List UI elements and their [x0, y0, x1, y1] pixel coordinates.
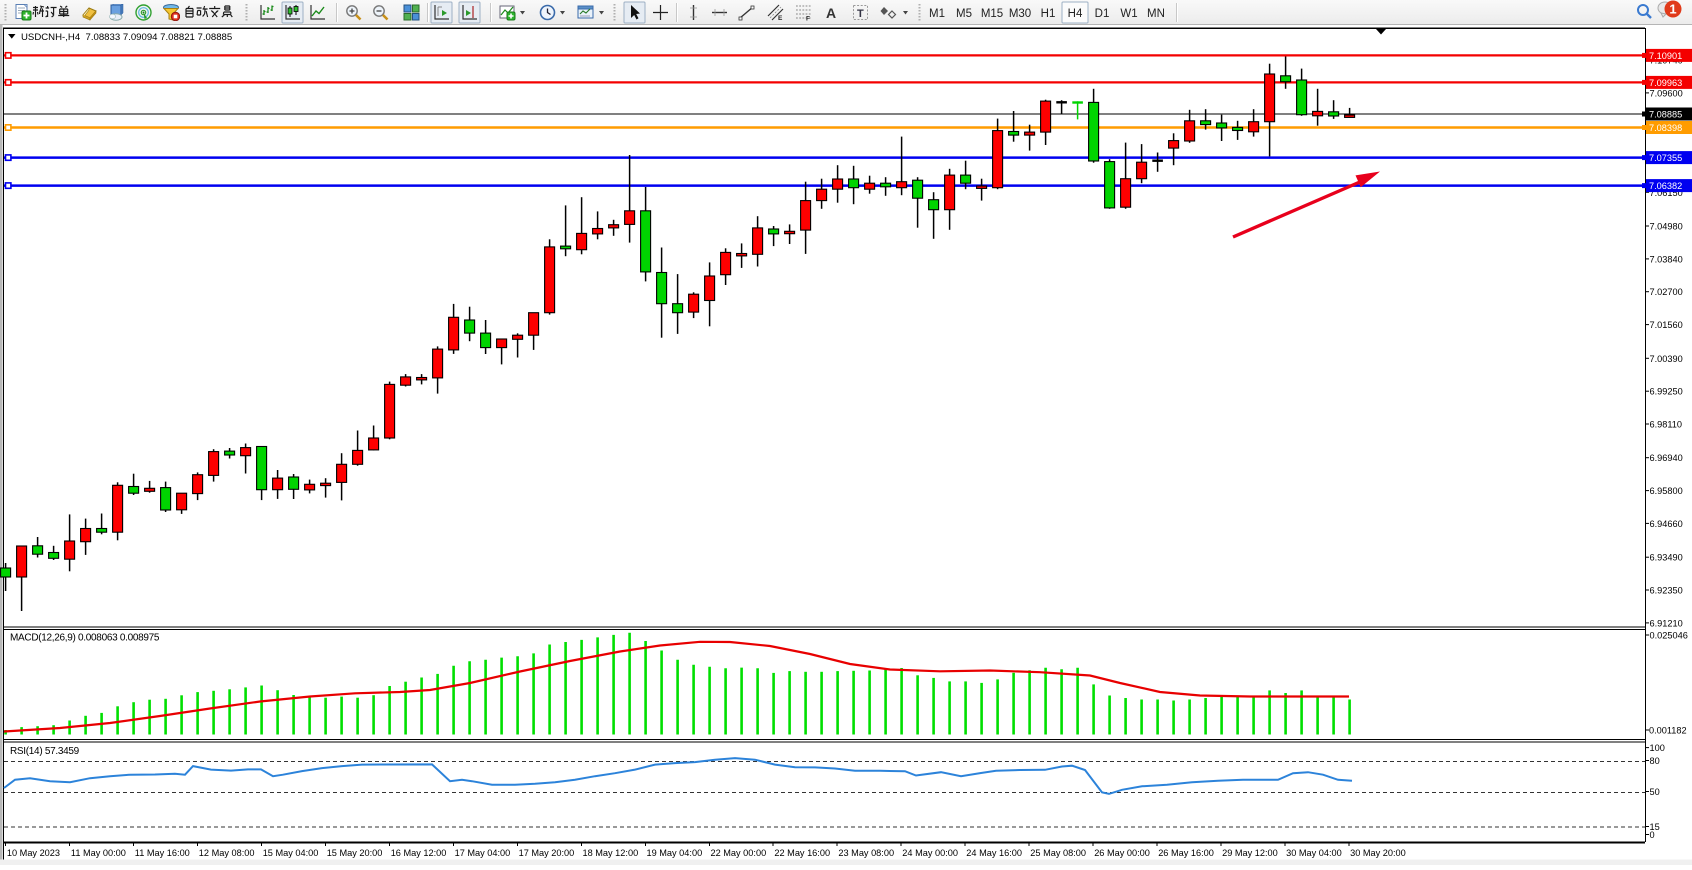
svg-text:7.08885: 7.08885 — [1649, 110, 1682, 120]
svg-text:RSI(14) 57.3459: RSI(14) 57.3459 — [10, 746, 80, 757]
svg-text:USDCNH-,H4 7.08833 7.09094 7.: USDCNH-,H4 7.08833 7.09094 7.08821 7.088… — [21, 32, 232, 43]
svg-text:6.93490: 6.93490 — [1650, 553, 1683, 563]
svg-text:7.02700: 7.02700 — [1650, 287, 1683, 297]
svg-text:15: 15 — [1650, 822, 1660, 832]
svg-text:10 May 2023: 10 May 2023 — [7, 848, 60, 858]
svg-text:24 May 16:00: 24 May 16:00 — [966, 848, 1022, 858]
svg-text:16 May 12:00: 16 May 12:00 — [391, 848, 447, 858]
svg-text:30 May 04:00: 30 May 04:00 — [1286, 848, 1342, 858]
svg-text:F: F — [806, 16, 810, 23]
svg-text:11 May 16:00: 11 May 16:00 — [135, 848, 190, 858]
svg-text:7.07355: 7.07355 — [1649, 153, 1682, 163]
svg-text:0: 0 — [1650, 830, 1655, 840]
svg-text:11 May 00:00: 11 May 00:00 — [71, 848, 126, 858]
svg-text:6.95800: 6.95800 — [1650, 486, 1683, 496]
svg-text:H1: H1 — [1041, 8, 1056, 20]
svg-text:12 May 08:00: 12 May 08:00 — [199, 848, 255, 858]
svg-text:W1: W1 — [1120, 8, 1137, 20]
svg-text:M30: M30 — [1009, 8, 1031, 20]
svg-text:M5: M5 — [956, 8, 972, 20]
svg-text:MN: MN — [1147, 8, 1165, 20]
svg-text:MACD(12,26,9) 0.008063 0.00897: MACD(12,26,9) 0.008063 0.008975 — [10, 633, 160, 644]
svg-text:29 May 12:00: 29 May 12:00 — [1222, 848, 1278, 858]
svg-text:7.09600: 7.09600 — [1650, 88, 1683, 98]
svg-text:0.025046: 0.025046 — [1650, 631, 1688, 641]
svg-text:25 May 08:00: 25 May 08:00 — [1030, 848, 1086, 858]
svg-text:15 May 04:00: 15 May 04:00 — [263, 848, 319, 858]
svg-text:T: T — [857, 8, 864, 20]
svg-text:7.09963: 7.09963 — [1649, 78, 1682, 88]
svg-text:17 May 04:00: 17 May 04:00 — [455, 848, 511, 858]
svg-text:A: A — [826, 5, 836, 21]
svg-text:6.99250: 6.99250 — [1650, 387, 1683, 397]
svg-text:26 May 00:00: 26 May 00:00 — [1094, 848, 1150, 858]
svg-text:M1: M1 — [929, 8, 945, 20]
svg-text:7.10901: 7.10901 — [1649, 51, 1682, 61]
svg-text:7.03840: 7.03840 — [1650, 254, 1683, 264]
svg-text:6.91210: 6.91210 — [1650, 618, 1683, 628]
svg-text:15 May 20:00: 15 May 20:00 — [327, 848, 383, 858]
svg-text:7.06150: 7.06150 — [1650, 188, 1683, 198]
svg-text:6.98110: 6.98110 — [1650, 420, 1683, 430]
svg-text:6.96940: 6.96940 — [1650, 453, 1683, 463]
svg-text:7.08398: 7.08398 — [1649, 123, 1682, 133]
svg-text:24 May 00:00: 24 May 00:00 — [902, 848, 958, 858]
svg-text:6.94660: 6.94660 — [1650, 519, 1683, 529]
svg-text:26 May 16:00: 26 May 16:00 — [1158, 848, 1214, 858]
svg-text:H4: H4 — [1068, 8, 1083, 20]
svg-text:7.04980: 7.04980 — [1650, 222, 1683, 232]
svg-text:0.001182: 0.001182 — [1649, 726, 1687, 736]
svg-text:22 May 00:00: 22 May 00:00 — [711, 848, 767, 858]
svg-text:22 May 16:00: 22 May 16:00 — [774, 848, 830, 858]
svg-text:7.01560: 7.01560 — [1650, 320, 1683, 330]
svg-text:1: 1 — [1669, 2, 1676, 17]
svg-text:D1: D1 — [1095, 8, 1110, 20]
svg-text:7.00390: 7.00390 — [1650, 354, 1683, 364]
svg-text:6.92350: 6.92350 — [1650, 586, 1683, 596]
svg-text:17 May 20:00: 17 May 20:00 — [519, 848, 575, 858]
svg-text:80: 80 — [1650, 756, 1660, 766]
svg-text:M15: M15 — [981, 8, 1003, 20]
svg-text:100: 100 — [1650, 743, 1665, 753]
svg-text:50: 50 — [1650, 787, 1660, 797]
svg-text:18 May 12:00: 18 May 12:00 — [583, 848, 639, 858]
svg-text:30 May 20:00: 30 May 20:00 — [1350, 848, 1406, 858]
svg-text:19 May 04:00: 19 May 04:00 — [647, 848, 703, 858]
svg-text:23 May 08:00: 23 May 08:00 — [838, 848, 894, 858]
svg-text:E: E — [778, 15, 783, 22]
svg-text:7.06382: 7.06382 — [1649, 181, 1682, 191]
